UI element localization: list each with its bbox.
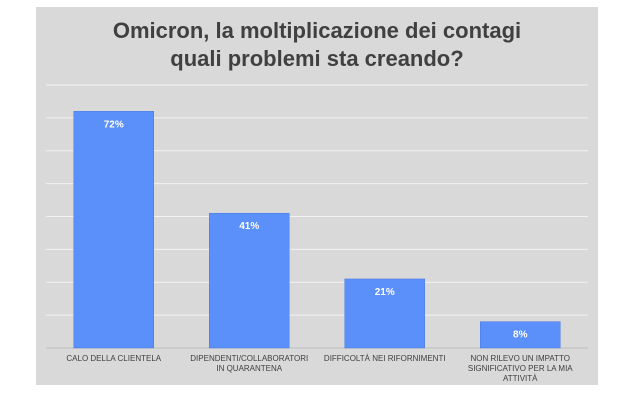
data-label-3: 21% (375, 287, 395, 298)
data-label-1: 72% (104, 119, 124, 130)
category-label-line: ATTIVITÀ (503, 374, 538, 383)
category-label-line: DIFFICOLTÀ NEI RIFORNIMENTI (324, 354, 446, 363)
category-label-1: CALO DELLA CLIENTELA (66, 354, 161, 363)
chart-panel: Omicron, la moltiplicazione dei contagi … (36, 7, 598, 385)
category-label-4: NON RILEVO UN IMPATTO SIGNIFICATIVO PER L… (468, 354, 573, 383)
category-label-2: DIPENDENTI/COLLABORATORI IN QUARANTENA (190, 354, 308, 373)
data-labels: 72% 41% 21% 8% (104, 119, 528, 340)
bar-1 (73, 111, 154, 349)
chart-title-line-2: quali problemi sta creando? (170, 46, 464, 71)
bar-3 (344, 278, 425, 349)
category-label-3: DIFFICOLTÀ NEI RIFORNIMENTI (324, 354, 446, 363)
category-label-line: SIGNIFICATIVO PER LA MIA (468, 364, 573, 373)
data-label-4: 8% (513, 330, 528, 341)
category-label-line: CALO DELLA CLIENTELA (66, 354, 161, 363)
category-labels: CALO DELLA CLIENTELA DIPENDENTI/COLLABORA… (66, 354, 573, 383)
category-label-line: NON RILEVO UN IMPATTO (470, 354, 570, 363)
bar-2 (209, 212, 290, 349)
chart-title: Omicron, la moltiplicazione dei contagi … (36, 17, 598, 73)
bar-chart: 72% 41% 21% 8% CALO DELLA CLIENTELA DIPENDEN… (46, 84, 588, 383)
bar-4 (480, 321, 561, 349)
bars (73, 111, 561, 349)
chart-title-line-1: Omicron, la moltiplicazione dei contagi (112, 18, 522, 43)
data-label-2: 41% (239, 221, 259, 232)
category-label-line: DIPENDENTI/COLLABORATORI (190, 354, 308, 363)
category-label-line: IN QUARANTENA (216, 364, 282, 373)
